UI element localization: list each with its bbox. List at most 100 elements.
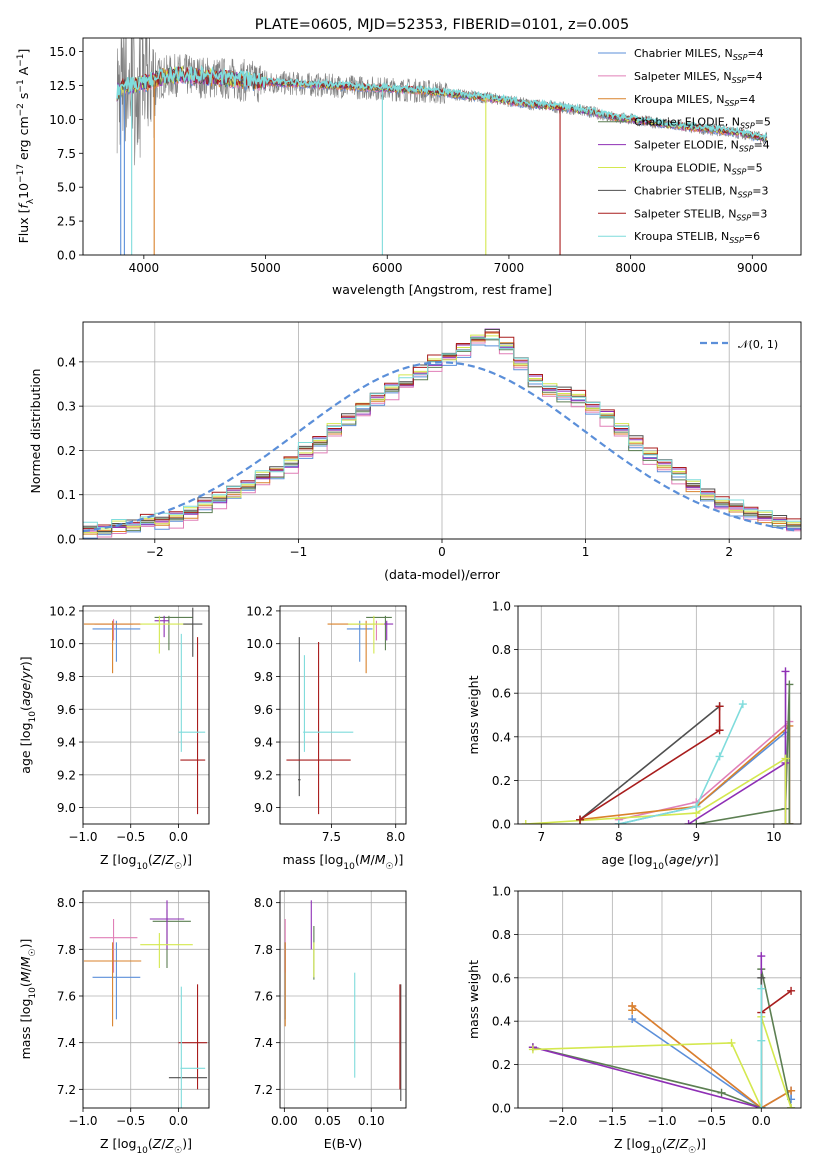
spectrum-frame [82,37,802,256]
legend-entry-label: Kroupa MILES, NSSP=4 [634,93,755,108]
weight-vs-age-marker [614,820,623,824]
age-vs-mass-ytick-label: 9.2 [254,768,273,782]
residuals-xtick-label: 0 [438,545,446,559]
age-vs-Z-ylabel: age [log10(age/yr)] [18,656,38,773]
mass-vs-Z-errorbar-point [178,984,208,1090]
mass-vs-Z-xtick-label: −1.0 [68,1114,97,1128]
weight-vs-Z-ytick-label: 0.8 [492,928,511,942]
residuals-ytick-label: 0.3 [57,400,76,414]
weight-vs-age-series-line [696,684,791,824]
mass-vs-EBV-xtick-label: 0.10 [358,1114,385,1128]
weight-vs-Z-marker [717,1088,726,1097]
age-vs-mass-xtick-label: 7.5 [322,830,341,844]
age-vs-Z-errorbar-point [94,619,133,641]
weight-vs-age-xtick-label: 9 [693,830,701,844]
mass-vs-EBV-axes: 0.00 0.05 0.10 7.2 7.4 7.6 7.8 8.0 [254,890,407,1128]
mass-vs-Z-plot-area [83,900,208,1108]
weight-vs-Z-xtick-label: 0.0 [752,1114,771,1128]
residuals-ytick-label: 0.0 [57,533,76,547]
spectrum-ytick-label: 2.5 [57,215,76,229]
age-vs-mass-frame [279,605,407,825]
weight-vs-Z-xtick-label: −2.0 [548,1114,577,1128]
residuals-plot-area [83,328,801,539]
mass-vs-Z-ytick-label: 7.8 [57,943,76,957]
spectrum-plot-area [116,38,768,255]
weight-vs-age-marker [781,754,790,763]
weight-vs-age-ytick-label: 0.4 [492,730,511,744]
weight-vs-age-ylabel: mass weight [466,675,481,754]
weight-vs-age-marker [785,820,794,824]
mass-vs-Z-ytick-label: 7.6 [57,990,76,1004]
figure-title: PLATE=0605, MJD=52353, FIBERID=0101, z=0… [255,17,629,33]
weight-vs-Z-axes: −2.0 −1.5 −1.0 −0.5 0.0 0.0 0.2 0.4 0.6 0.8 1.0 [492,885,802,1128]
age-vs-mass-xtick-label: 8.0 [386,830,405,844]
mass-vs-Z-frame [82,890,210,1109]
residual-histogram-step [83,337,801,528]
age-vs-mass-ytick-label: 9.6 [254,703,273,717]
age-vs-Z-errorbar-point [140,615,193,654]
weight-vs-age-axes: 7 8 9 10 0.0 0.2 0.4 0.6 0.8 1.0 [492,600,802,844]
spectrum-ytick-label: 7.5 [57,147,76,161]
mass-vs-Z-ytick-label: 7.2 [57,1083,76,1097]
weight-vs-age-marker [785,680,794,689]
weight-vs-Z-marker [787,1104,796,1108]
weight-vs-Z-ylabel: mass weight [466,960,481,1039]
model-spectrum-line [116,66,767,140]
weight-vs-age-xtick-label: 8 [615,830,623,844]
age-vs-Z-ytick-label: 9.0 [57,801,76,815]
spectrum-xlabel: wavelength [Angstrom, rest frame] [332,282,552,297]
age-vs-mass-ytick-label: 9.0 [254,801,273,815]
mass-vs-Z-errorbar-point [83,942,142,1027]
mass-vs-EBV-plot-area [284,900,402,1101]
mass-vs-Z-ylabel: mass [log10(M/M☉)] [18,939,38,1060]
weight-vs-Z-marker [757,984,766,993]
residuals-xtick-label: 2 [725,545,733,559]
weight-vs-age-marker [715,752,724,761]
weight-vs-Z-ytick-label: 0.6 [492,971,511,985]
legend-entry-label: Chabrier MILES, NSSP=4 [634,47,764,62]
weight-vs-Z-marker [757,973,766,982]
spectrum-axes: 4000 5000 6000 7000 8000 9000 0.0 2.5 5.0 7.5 10.0… [49,37,802,275]
weight-vs-age-marker [781,667,790,676]
age-vs-Z-errorbar-point [154,615,193,651]
weight-vs-Z-xlabel: Z [log10(Z/Z☉)] [614,1136,706,1156]
legend-entry-label: Salpeter MILES, NSSP=4 [634,70,763,85]
age-vs-Z-axes: −1.0 −0.5 0.0 9.0 9.2 9.4 9.6 9.8 10.0 10.2 [49,604,210,844]
age-vs-Z-errorbar-point [183,607,203,657]
age-vs-mass-ytick-label: 9.8 [254,670,273,684]
mass-vs-EBV-ytick-label: 8.0 [254,896,273,910]
spectrum-ytick-label: 5.0 [57,181,76,195]
residuals-axes: −2 −1 0 1 2 0.0 0.1 0.2 0.3 0.4 [57,321,802,559]
residuals-xtick-label: −2 [146,545,164,559]
mass-vs-EBV-xtick-label: 0.00 [271,1114,298,1128]
weight-vs-age-series-line [688,671,787,824]
weight-vs-Z-marker [787,1086,796,1095]
mass-vs-Z-axes: −1.0 −0.5 0.0 7.2 7.4 7.6 7.8 8.0 [57,890,210,1128]
age-vs-Z-errorbar-point [154,615,169,638]
age-vs-Z-ytick-label: 9.2 [57,768,76,782]
weight-vs-age-marker [684,820,693,824]
weight-vs-age-xlabel: age [log10(age/yr)] [601,852,718,872]
age-vs-mass-plot-area [286,615,394,815]
weight-vs-age-xtick-label: 7 [537,830,545,844]
age-vs-Z-errorbar-point [83,620,142,674]
spectrum-ylabel: Flux [fλ10−17 erg cm−2 s−1 A−1] [16,49,36,244]
weight-vs-age-marker [521,820,530,824]
age-vs-Z-ytick-label: 10.0 [49,637,76,651]
spectrum-xtick-label: 5000 [250,261,281,275]
age-vs-Z-plot-area [83,607,206,815]
weight-vs-age-marker [692,820,701,824]
weight-vs-Z-marker [757,1036,766,1045]
legend-entry-label: Salpeter STELIB, NSSP=3 [634,207,767,222]
spectrum-xtick-label: 4000 [129,261,160,275]
weight-vs-Z-xtick-label: −0.5 [697,1114,726,1128]
mass-vs-EBV-frame [279,890,407,1109]
mass-vs-Z-ytick-label: 8.0 [57,896,76,910]
age-vs-mass-errorbar-point [298,637,301,797]
mass-vs-Z-errorbar-point [152,909,191,968]
mass-vs-EBV-ytick-label: 7.2 [254,1083,273,1097]
spectrum-legend: Chabrier MILES, NSSP=4 Salpeter MILES, NS… [598,47,771,245]
age-vs-Z-ytick-label: 9.4 [57,736,76,750]
weight-vs-age-marker [781,820,790,824]
weight-vs-age-series-line [579,705,721,821]
